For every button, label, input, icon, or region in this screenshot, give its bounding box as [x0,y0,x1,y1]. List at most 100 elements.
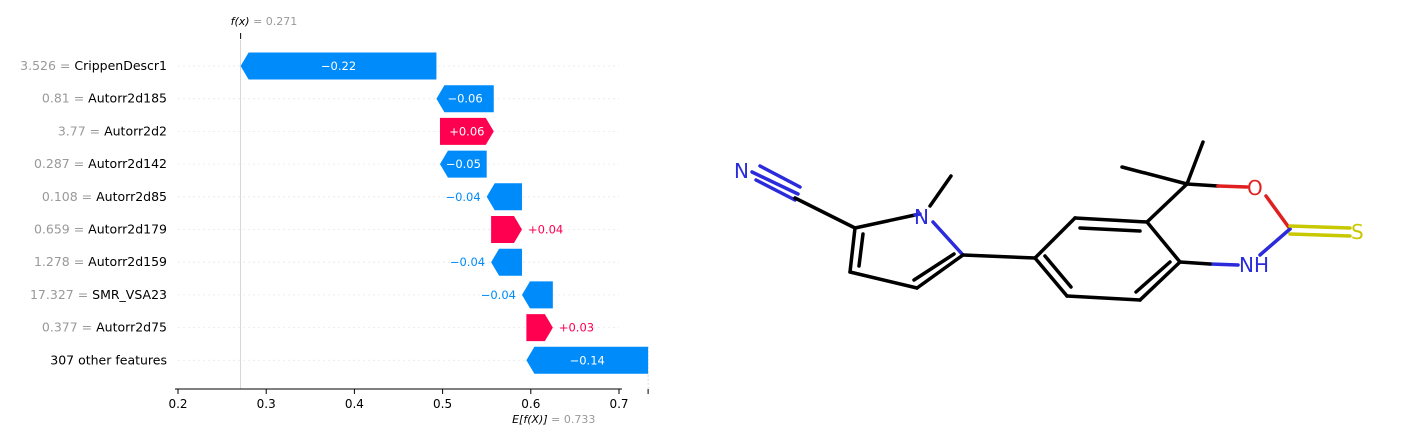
negative-contribution-bar [240,52,437,80]
feature-label: 0.287 = Autorr2d142 [34,156,167,171]
atom-label-nh: NH [1239,253,1269,277]
bond-pyrrole-3b [912,252,956,282]
bond-ring-1 [1145,182,1189,224]
bond-nitrile-2 [754,178,797,202]
contribution-label: −0.04 [445,190,480,204]
bond-nitrile-3 [758,164,802,189]
feature-name: Autorr2d179 [88,222,167,237]
feature-value: 0.377 [42,320,78,335]
positive-contribution-bar [491,216,522,243]
feature-equals: = [70,254,88,269]
bond-pyrrole-1b [913,212,922,217]
contribution-label: +0.04 [528,223,563,237]
bond-benz-5 [1065,294,1142,302]
feature-label: 307 other features [50,352,167,367]
feature-label: 3.77 = Autorr2d2 [58,123,167,138]
positive-contribution-bar [439,117,494,145]
bond-ring-2 [1185,182,1220,188]
bond-pyrrole-1 [853,213,917,230]
molecule-structure: N N O S NH [734,140,1364,302]
contribution-label: −0.14 [570,353,605,367]
feature-label: 17.327 = SMR_VSA23 [30,287,167,302]
feature-value: 0.108 [42,189,78,204]
bond-benz-1 [1033,216,1077,260]
bond-biaryl [961,253,1037,260]
feature-name: Autorr2d2 [104,123,167,138]
x-tick-label: 0.4 [345,397,364,411]
feature-label: 0.81 = Autorr2d185 [42,91,167,106]
bond-pyrrole-5b [857,232,865,268]
feature-equals: = [78,320,96,335]
efx-label: E[f(X)] = 0.733 [512,413,595,426]
x-tick-label: 0.6 [521,397,540,411]
bond-benz-2 [1073,216,1149,224]
x-tick-label: 0.5 [433,397,452,411]
negative-contribution-bar [439,150,487,178]
feature-label: 1.278 = Autorr2d159 [34,254,167,269]
feature-name: Autorr2d85 [96,189,167,204]
bond-nitrile-1 [750,170,800,196]
bond-ring-3 [1264,194,1292,231]
efx-value: 0.733 [564,413,596,426]
feature-equals: = [86,123,104,138]
bond-benz-4b [1134,260,1172,294]
contribution-label: −0.04 [481,288,516,302]
bond-pyrrole-2 [931,220,965,257]
contribution-label: +0.03 [559,321,594,335]
feature-value: 0.287 [34,156,70,171]
feature-name: CrippenDescr1 [74,58,167,73]
feature-equals: = [70,156,88,171]
x-axis: 0.2 0.3 0.4 0.5 0.6 0.7 [168,388,649,411]
bond-thione-1 [1288,224,1352,230]
bond-benz-3 [1145,220,1182,264]
efx-symbol: E[f(X)] [512,413,548,426]
fx-equals: = [250,15,266,28]
negative-contribution-bar [491,248,522,276]
bond-benz-4 [1138,260,1182,302]
gridlines [178,65,619,361]
bond-benz-6b [1043,254,1073,289]
x-tick-label: 0.7 [609,397,628,411]
negative-contribution-bar [521,281,553,309]
feature-value: 17.327 [30,287,74,302]
feature-equals: = [70,222,88,237]
bond-c-c [793,196,857,230]
contribution-label: +0.06 [449,124,484,138]
feature-name: Autorr2d142 [88,156,167,171]
feature-name: SMR_VSA23 [92,287,167,302]
atom-label-pyrrole-n: N [914,205,929,229]
feature-name: 307 other features [50,352,167,367]
atom-label-o: O [1247,176,1263,200]
feature-equals: = [70,91,88,106]
negative-contribution-bar [486,183,522,211]
bond-thione-2 [1288,232,1352,238]
x-tick-label: 0.3 [257,397,276,411]
bond-pyrrole-5 [848,226,857,274]
feature-label: 0.659 = Autorr2d179 [34,222,167,237]
efx-equals: = [548,413,564,426]
bond-methyl-b [1120,165,1189,186]
bond-ring-5 [1208,262,1240,267]
feature-value: 1.278 [34,254,70,269]
bond-benz-6 [1033,256,1069,298]
feature-label: 0.108 = Autorr2d85 [42,189,167,204]
x-tick-label: 0.2 [168,397,187,411]
bond-ring-4 [1258,227,1292,257]
feature-value: 0.81 [42,91,70,106]
feature-equals: = [78,189,96,204]
shap-waterfall-chart: f(x) = 0.271 3.526 = CrippenDescr1 −0.22 0… [20,15,649,426]
bond-pyrrole-3 [915,253,965,290]
contribution-label: −0.05 [446,157,481,171]
bond-benz-2b [1078,226,1142,233]
fx-value: 0.271 [266,15,298,28]
feature-name: Autorr2d185 [88,91,167,106]
feature-equals: = [56,58,74,73]
bond-methyl-n [928,174,953,208]
contribution-label: −0.04 [450,255,485,269]
feature-label: 3.526 = CrippenDescr1 [20,58,167,73]
bond-ring-5b [1178,260,1212,266]
atom-label-s: S [1351,220,1364,244]
negative-contribution-bar [436,85,494,113]
feature-label: 0.377 = Autorr2d75 [42,320,167,335]
negative-contribution-bar [526,346,649,374]
